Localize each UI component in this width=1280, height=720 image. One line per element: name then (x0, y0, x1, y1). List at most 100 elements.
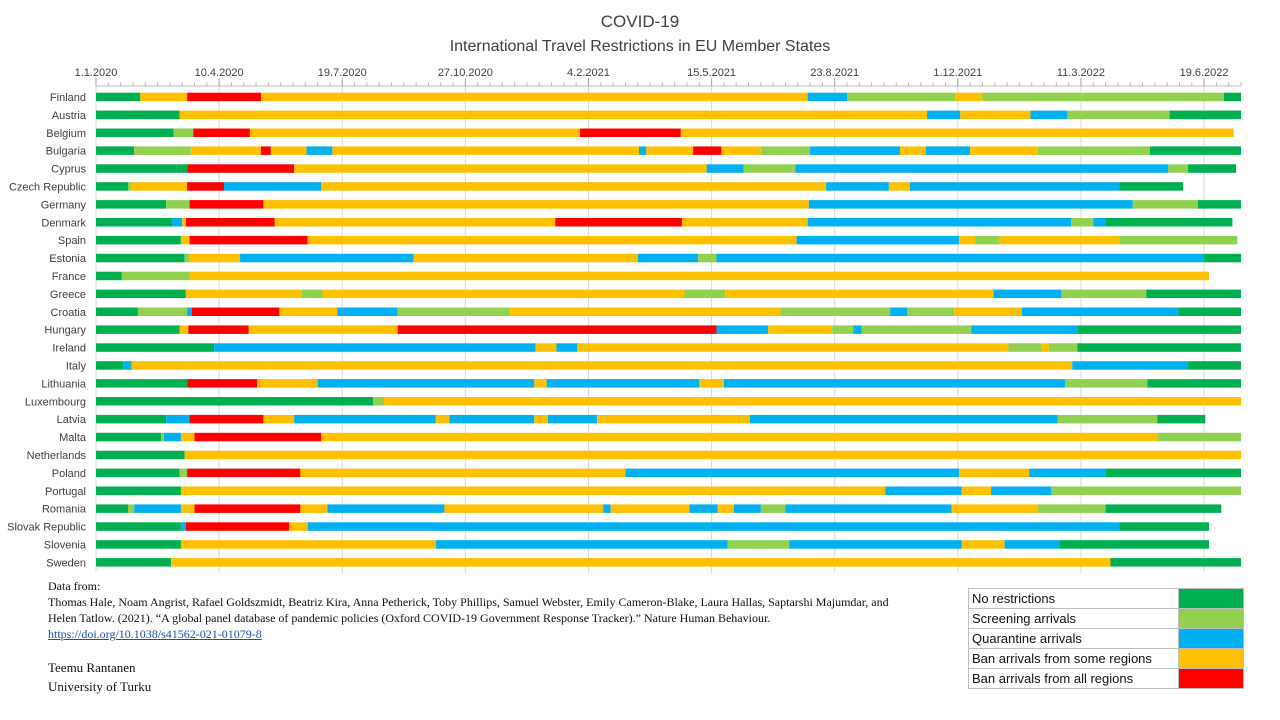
restriction-segment (96, 253, 185, 263)
data-source-note: Data from: Thomas Hale, Noam Angrist, Ra… (48, 578, 908, 642)
restriction-segment (187, 379, 258, 388)
restriction-segment (847, 92, 956, 102)
restriction-segment (1169, 110, 1241, 120)
restriction-segment (749, 414, 1058, 424)
restriction-segment (1067, 110, 1170, 120)
restriction-segment (1168, 164, 1189, 173)
restriction-segment (279, 307, 338, 316)
restriction-segment (785, 504, 952, 513)
restriction-segment (1029, 468, 1106, 478)
restriction-segment (1188, 361, 1241, 370)
restriction-segment (961, 540, 1005, 549)
x-tick-label: 11.3.2022 (1057, 67, 1105, 79)
restriction-segment (795, 164, 1169, 173)
restriction-segment (163, 432, 181, 442)
citation-text: Thomas Hale, Noam Angrist, Rafael Goldsz… (48, 595, 889, 625)
restriction-segment (131, 361, 1073, 370)
restriction-segment (180, 432, 195, 442)
restriction-segment (397, 325, 717, 334)
restriction-segment (307, 522, 1120, 531)
restriction-segment (1041, 343, 1049, 352)
country-label: Ireland (52, 343, 86, 355)
restriction-segment (579, 128, 681, 137)
restriction-segment (96, 200, 167, 209)
restriction-segment (1149, 146, 1241, 155)
restriction-segment (1119, 235, 1238, 245)
restriction-segment (96, 486, 181, 495)
restriction-segment (693, 146, 722, 155)
restriction-segment (547, 414, 598, 424)
restriction-segment (134, 146, 191, 155)
restriction-segment (179, 110, 928, 120)
restriction-segment (166, 414, 190, 424)
restriction-segment (780, 307, 891, 316)
restriction-segment (760, 504, 786, 513)
country-label: Malta (59, 432, 87, 444)
legend-label: Ban arrivals from all regions (969, 669, 1179, 688)
restriction-segment (180, 235, 190, 245)
restriction-segment (555, 218, 683, 227)
country-label: Italy (66, 360, 87, 372)
restriction-segment (413, 253, 638, 263)
doi-link[interactable]: https://doi.org/10.1038/s41562-021-01079… (48, 627, 262, 641)
restriction-segment (128, 182, 132, 191)
restriction-segment (249, 128, 580, 137)
x-tick-label: 19.6.2022 (1180, 67, 1229, 79)
restriction-segment (546, 379, 700, 388)
country-label: Luxembourg (25, 396, 86, 408)
restriction-segment (959, 468, 1030, 478)
restriction-segment (909, 182, 1120, 191)
restriction-segment (1146, 289, 1241, 299)
restriction-segment (260, 92, 808, 102)
x-tick-label: 19.7.2020 (318, 67, 367, 79)
restriction-segment (187, 307, 193, 316)
restriction-segment (1197, 200, 1241, 209)
restriction-segment (96, 414, 167, 424)
restriction-segment (826, 182, 889, 191)
restriction-segment (134, 504, 181, 513)
restriction-segment (190, 146, 261, 155)
restriction-segment (96, 307, 138, 316)
restriction-segment (717, 504, 734, 513)
restriction-segment (322, 289, 685, 299)
restriction-segment (1064, 379, 1148, 388)
restriction-segment (166, 200, 190, 209)
country-label: Belgium (46, 128, 86, 140)
chart-subtitle: International Travel Restrictions in EU … (450, 38, 831, 55)
restriction-segment (96, 289, 186, 299)
restriction-segment (194, 432, 322, 442)
restriction-segment (810, 146, 900, 155)
restriction-segment (189, 414, 264, 424)
restriction-segment (1061, 289, 1147, 299)
restriction-segment (188, 325, 249, 334)
x-tick-label: 1.1.2020 (75, 67, 118, 79)
restriction-segment (1147, 379, 1241, 388)
country-label: Latvia (57, 414, 87, 426)
country-label: Finland (50, 92, 86, 104)
restriction-segment (185, 522, 290, 531)
restriction-segment (955, 92, 983, 102)
restriction-segment (885, 486, 962, 495)
restriction-segment (1119, 182, 1184, 191)
restriction-segment (96, 218, 173, 227)
restriction-segment (1223, 92, 1241, 102)
legend-swatch (1179, 669, 1243, 688)
restriction-segment (1030, 110, 1068, 120)
country-label: Bulgaria (46, 146, 87, 158)
legend-label: Quarantine arrivals (969, 629, 1179, 648)
restriction-segment (625, 468, 960, 478)
restriction-segment (556, 343, 578, 352)
country-label: Cyprus (51, 164, 86, 176)
country-label: Greece (50, 289, 86, 301)
restriction-segment (248, 325, 398, 334)
restriction-segment (808, 200, 1133, 209)
restriction-segment (1077, 343, 1241, 352)
restriction-segment (189, 253, 241, 263)
restriction-segment (317, 379, 535, 388)
restriction-segment (577, 343, 1009, 352)
restriction-segment (743, 164, 796, 173)
restriction-segment (698, 253, 717, 263)
country-label: Czech Republic (9, 181, 87, 193)
restriction-segment (189, 271, 1209, 281)
restriction-segment (1132, 200, 1198, 209)
